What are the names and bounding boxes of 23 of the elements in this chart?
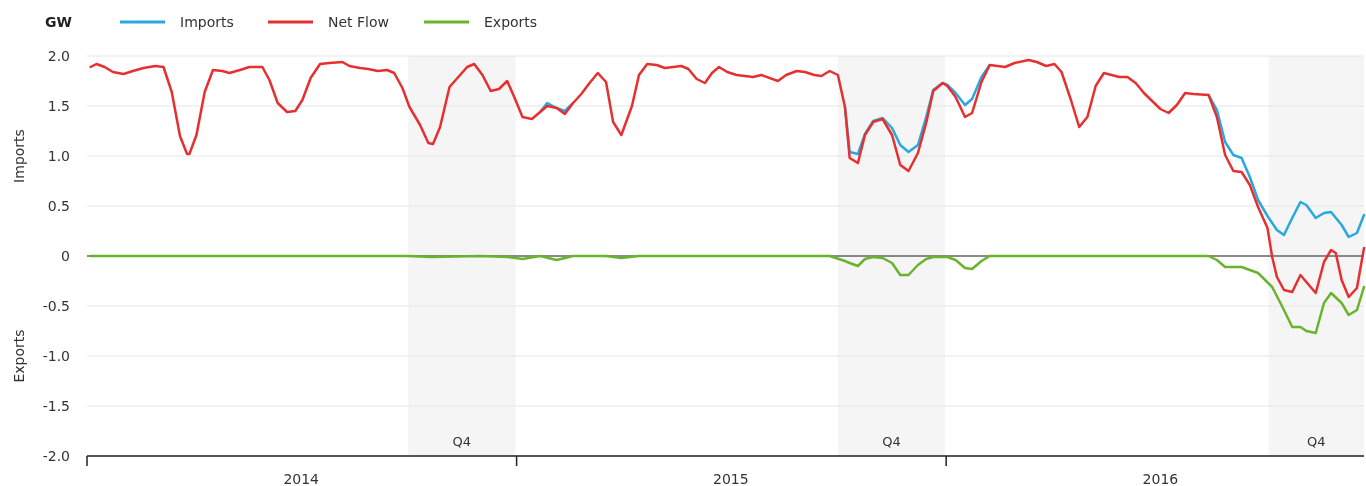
y-axis-title: GW [45,13,72,30]
y-tick-label: 0.5 [47,197,70,214]
band-label: Q4 [452,434,472,449]
text: Exports [11,329,27,383]
y-tick-label: 0 [61,247,70,264]
line-series [89,254,1366,335]
y-tick-label: 2.0 [47,47,70,64]
y-tick-label: -2.0 [42,447,70,464]
x-tick-label: 2016 [1142,471,1179,486]
legend-label: Net Flow [328,13,389,30]
y-tick-label: -1.5 [42,397,70,414]
legend-label: Imports [180,13,234,30]
text: Imports [11,129,27,183]
x-tick-label: 2014 [283,471,320,486]
x-tick-label: 2015 [712,471,749,486]
legend-label: Exports [484,13,538,30]
band-label: Q4 [882,434,901,449]
y-tick-label: 1.0 [47,147,70,164]
line-series [89,58,1366,299]
y-tick-label: -0.5 [42,297,70,314]
y-tick-label: -1.0 [42,347,70,364]
band-label: Q4 [1307,434,1326,449]
y-tick-label: 1.5 [47,97,70,114]
